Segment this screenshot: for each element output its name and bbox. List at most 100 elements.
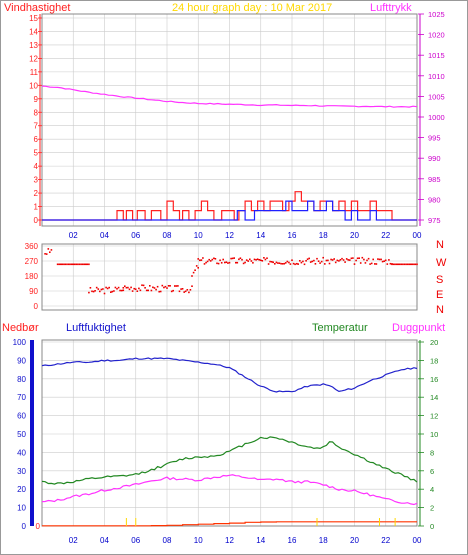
wind-direction-point — [102, 288, 104, 290]
wind-direction-point — [145, 289, 148, 292]
wind-direction-point — [235, 261, 237, 264]
humidity-tick-label: 40 — [17, 448, 26, 457]
wind-direction-point — [399, 263, 401, 266]
wind-direction-point — [163, 286, 165, 289]
wind-direction-point — [239, 257, 242, 259]
wind-direction-point — [244, 261, 246, 264]
wind-direction-point — [367, 257, 370, 260]
wind-direction-point — [278, 262, 281, 264]
wind-direction-point — [384, 259, 387, 262]
wind-direction-point — [358, 257, 360, 259]
x-tick-label: 06 — [131, 536, 140, 545]
x-tick-label: 14 — [256, 536, 265, 545]
wind-direction-point — [61, 263, 64, 266]
dewpoint-label: Duggpunkt — [392, 322, 445, 334]
wind-direction-point — [136, 290, 139, 292]
wind-speed-tick-label: 7 — [34, 122, 39, 131]
wind-direction-point — [117, 286, 120, 289]
humidity-tick-label: 70 — [17, 393, 26, 402]
x-tick-label: 08 — [163, 231, 172, 240]
wind-direction-point — [363, 258, 365, 261]
wind-direction-point — [183, 291, 185, 293]
x-tick-label: 22 — [381, 231, 390, 240]
wind-direction-point — [263, 257, 265, 259]
wind-direction-point — [95, 286, 98, 289]
wind-direction-point — [152, 286, 154, 289]
pressure-tick-label: 995 — [428, 134, 441, 143]
wind-direction-point — [320, 260, 323, 263]
wind-direction-point — [120, 289, 123, 292]
wind-direction-point — [406, 263, 409, 266]
wind-direction-point — [306, 258, 309, 260]
wind-direction-point — [178, 290, 181, 293]
wind-direction-point — [264, 258, 267, 261]
wind-direction-point — [209, 260, 212, 262]
wind-direction-point — [228, 261, 231, 264]
wind-speed-tick-label: 12 — [29, 54, 38, 63]
wind-direction-point — [144, 287, 146, 289]
wind-direction-point — [174, 285, 176, 287]
temperature-tick-label: 4 — [430, 485, 434, 494]
wind-direction-point — [409, 263, 412, 266]
wind-direction-point — [280, 262, 282, 265]
wind-direction-point — [216, 262, 218, 265]
wind-direction-point — [272, 261, 274, 264]
wind-direction-point — [172, 289, 174, 292]
wind-direction-point — [60, 263, 62, 266]
wind-direction-point — [203, 263, 206, 265]
wind-direction-point — [100, 288, 103, 291]
wind-direction-point — [325, 259, 328, 262]
pressure-tick-label: 1000 — [428, 113, 445, 122]
wind-direction-point — [103, 292, 106, 295]
wind-direction-point — [64, 263, 67, 266]
wind-pressure-series — [41, 85, 418, 221]
wind-direction-point — [119, 289, 121, 292]
wind-direction-point — [200, 259, 203, 261]
wind-direction-point — [322, 256, 324, 259]
wind-speed-tick-label: 13 — [29, 41, 38, 50]
humidity-label: Luftfuktighet — [66, 322, 126, 334]
wind-direction-point — [375, 263, 378, 265]
wind-direction-point — [194, 269, 196, 271]
wind-direction-point — [94, 290, 96, 292]
wind-direction-point — [403, 263, 406, 266]
x-tick-label: 18 — [319, 536, 328, 545]
wind-direction-point — [169, 285, 171, 287]
wind-direction-point — [184, 290, 187, 293]
wind-direction-point — [397, 263, 399, 266]
temperature-line — [41, 436, 418, 485]
wind-direction-point — [195, 265, 198, 267]
wind-direction-point — [192, 271, 195, 274]
wind-direction-point — [156, 285, 159, 288]
temperature-tick-label: 0 — [430, 522, 434, 531]
rain-line — [42, 521, 417, 527]
wind-direction-point — [300, 261, 303, 264]
humidity-temp-frame — [41, 339, 418, 527]
wind-pressure-x-axis: 02 04 06 08 10 12 14 16 18 20 22 00 — [69, 231, 422, 240]
wind-direction-point — [350, 257, 353, 260]
wind-direction-point — [319, 262, 321, 264]
wind-direction-point — [231, 257, 234, 260]
humidity-tick-label: 0 — [22, 522, 27, 531]
wind-direction-point — [47, 248, 50, 250]
wind-direction-point — [153, 287, 156, 289]
wind-speed-label: Vindhastighet — [4, 2, 70, 14]
wind-direction-point — [330, 258, 332, 261]
wind-direction-point — [186, 289, 189, 291]
wind-direction-point — [305, 260, 307, 262]
wind-direction-point — [199, 259, 201, 262]
temperature-tick-label: 20 — [430, 338, 438, 347]
wind-direction-point — [353, 263, 356, 265]
wind-speed-tick-label: 8 — [34, 108, 39, 117]
wind-direction-point — [283, 262, 285, 265]
wind-direction-point — [336, 259, 339, 262]
wind-direction-point — [405, 263, 407, 266]
compass-label: W — [436, 257, 447, 269]
wind-direction-point — [88, 263, 90, 266]
wind-direction-point — [50, 249, 53, 251]
wind-direction-point — [147, 289, 149, 292]
wind-direction-point — [294, 263, 296, 266]
wind-direction-point — [127, 286, 129, 289]
wind-direction-point — [349, 259, 351, 261]
